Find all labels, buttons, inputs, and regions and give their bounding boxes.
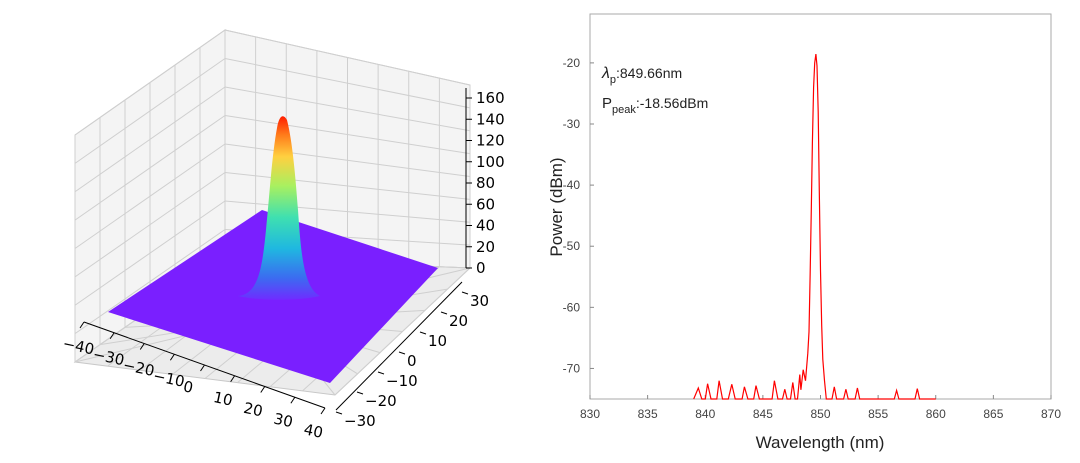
x-tick-label: 855 <box>868 407 888 421</box>
surface-peak <box>238 116 320 300</box>
spectrum-series-line <box>693 54 936 400</box>
z-tick-label: 0 <box>476 259 486 277</box>
z-tick-label: 100 <box>476 153 505 171</box>
y-axis-line <box>335 281 463 411</box>
x-tick-mark <box>260 386 266 393</box>
spectrum-chart: 830 835 840 845 850 855 860 865 870 -20 -30 -40 -50… <box>547 13 1061 452</box>
x-tick-mark <box>230 375 236 383</box>
x-tick-label: 30 <box>272 410 294 432</box>
z-tick-label: 80 <box>476 174 495 192</box>
z-tick-label: 140 <box>476 110 505 128</box>
plot-frame <box>589 13 1052 400</box>
y-tick-mark <box>461 291 469 295</box>
x-tick-label: 860 <box>926 407 946 421</box>
y-tick-label: -60 <box>563 300 581 314</box>
y-tick-label: 20 <box>449 312 468 330</box>
lambda-value: :849.66nm <box>616 65 682 81</box>
surface-plot-figure: 0 20 40 60 80 100 120 140 160 −40 −30 −20 −10 0 10 20 3… <box>0 0 540 459</box>
x-tick-label: 835 <box>638 407 658 421</box>
x-tick-label: 865 <box>983 407 1003 421</box>
z-tick-label: 20 <box>476 238 495 256</box>
y-tick-mark <box>398 351 406 355</box>
spectrum-x-ticks: 830 835 840 845 850 855 860 865 870 <box>580 395 1061 421</box>
x-tick-mark <box>290 396 296 404</box>
spectrum-figure: 830 835 840 845 850 855 860 865 870 -20 -30 -40 -50… <box>540 0 1080 459</box>
ppeak-value: :-18.56dBm <box>636 95 708 111</box>
spectrum-y-ticks: -20 -30 -40 -50 -60 -70 <box>563 56 594 375</box>
y-tick-mark <box>335 411 343 415</box>
y-tick-label: -30 <box>563 117 581 131</box>
y-tick-mark <box>419 331 427 335</box>
ppeak-annotation: Ppeak:-18.56dBm <box>602 95 708 116</box>
y-tick-label: -50 <box>563 239 581 253</box>
z-tick-label: 160 <box>476 89 505 107</box>
y-tick-label: −10 <box>386 372 418 390</box>
y-tick-label: 10 <box>428 332 447 350</box>
x-tick-mark <box>320 407 326 415</box>
ppeak-subscript: peak <box>612 104 636 116</box>
x-tick-mark <box>200 364 205 372</box>
y-axis-label: Power (dBm) <box>547 157 566 256</box>
y-tick-label: -20 <box>563 56 581 70</box>
x-tick-mark <box>139 343 145 350</box>
y-tick-mark <box>356 391 364 395</box>
x-tick-label: 845 <box>753 407 773 421</box>
lambda-annotation: λp:849.66nm <box>601 65 682 86</box>
y-tick-label: −20 <box>365 392 397 410</box>
z-axis-ticks: 0 20 40 60 80 100 120 140 160 <box>466 89 505 277</box>
x-tick-label: 850 <box>810 407 830 421</box>
y-tick-label: -70 <box>563 361 581 375</box>
x-tick-label: 870 <box>1041 407 1061 421</box>
y-tick-label: 30 <box>470 292 489 310</box>
y-tick-label: −30 <box>344 412 376 430</box>
lambda-symbol: λ <box>601 65 610 82</box>
x-tick-label: 40 <box>302 420 324 442</box>
y-tick-label: -40 <box>563 178 581 192</box>
ppeak-symbol: P <box>602 95 612 112</box>
z-tick-label: 60 <box>476 195 495 213</box>
x-tick-mark <box>79 321 85 329</box>
y-tick-mark <box>440 311 448 315</box>
x-tick-mark <box>109 332 115 340</box>
x-axis-label: Wavelength (nm) <box>756 433 885 452</box>
x-tick-label: 0 <box>182 377 195 397</box>
z-tick-label: 40 <box>476 217 495 235</box>
x-tick-label: 10 <box>212 388 234 410</box>
y-tick-label: 0 <box>407 352 417 370</box>
z-tick-label: 120 <box>476 132 505 150</box>
x-tick-mark <box>169 353 175 361</box>
x-tick-label: 830 <box>580 407 600 421</box>
y-tick-mark <box>377 371 385 375</box>
x-tick-label: 20 <box>242 399 264 421</box>
lambda-subscript: p <box>610 74 616 86</box>
x-tick-label: 840 <box>695 407 715 421</box>
